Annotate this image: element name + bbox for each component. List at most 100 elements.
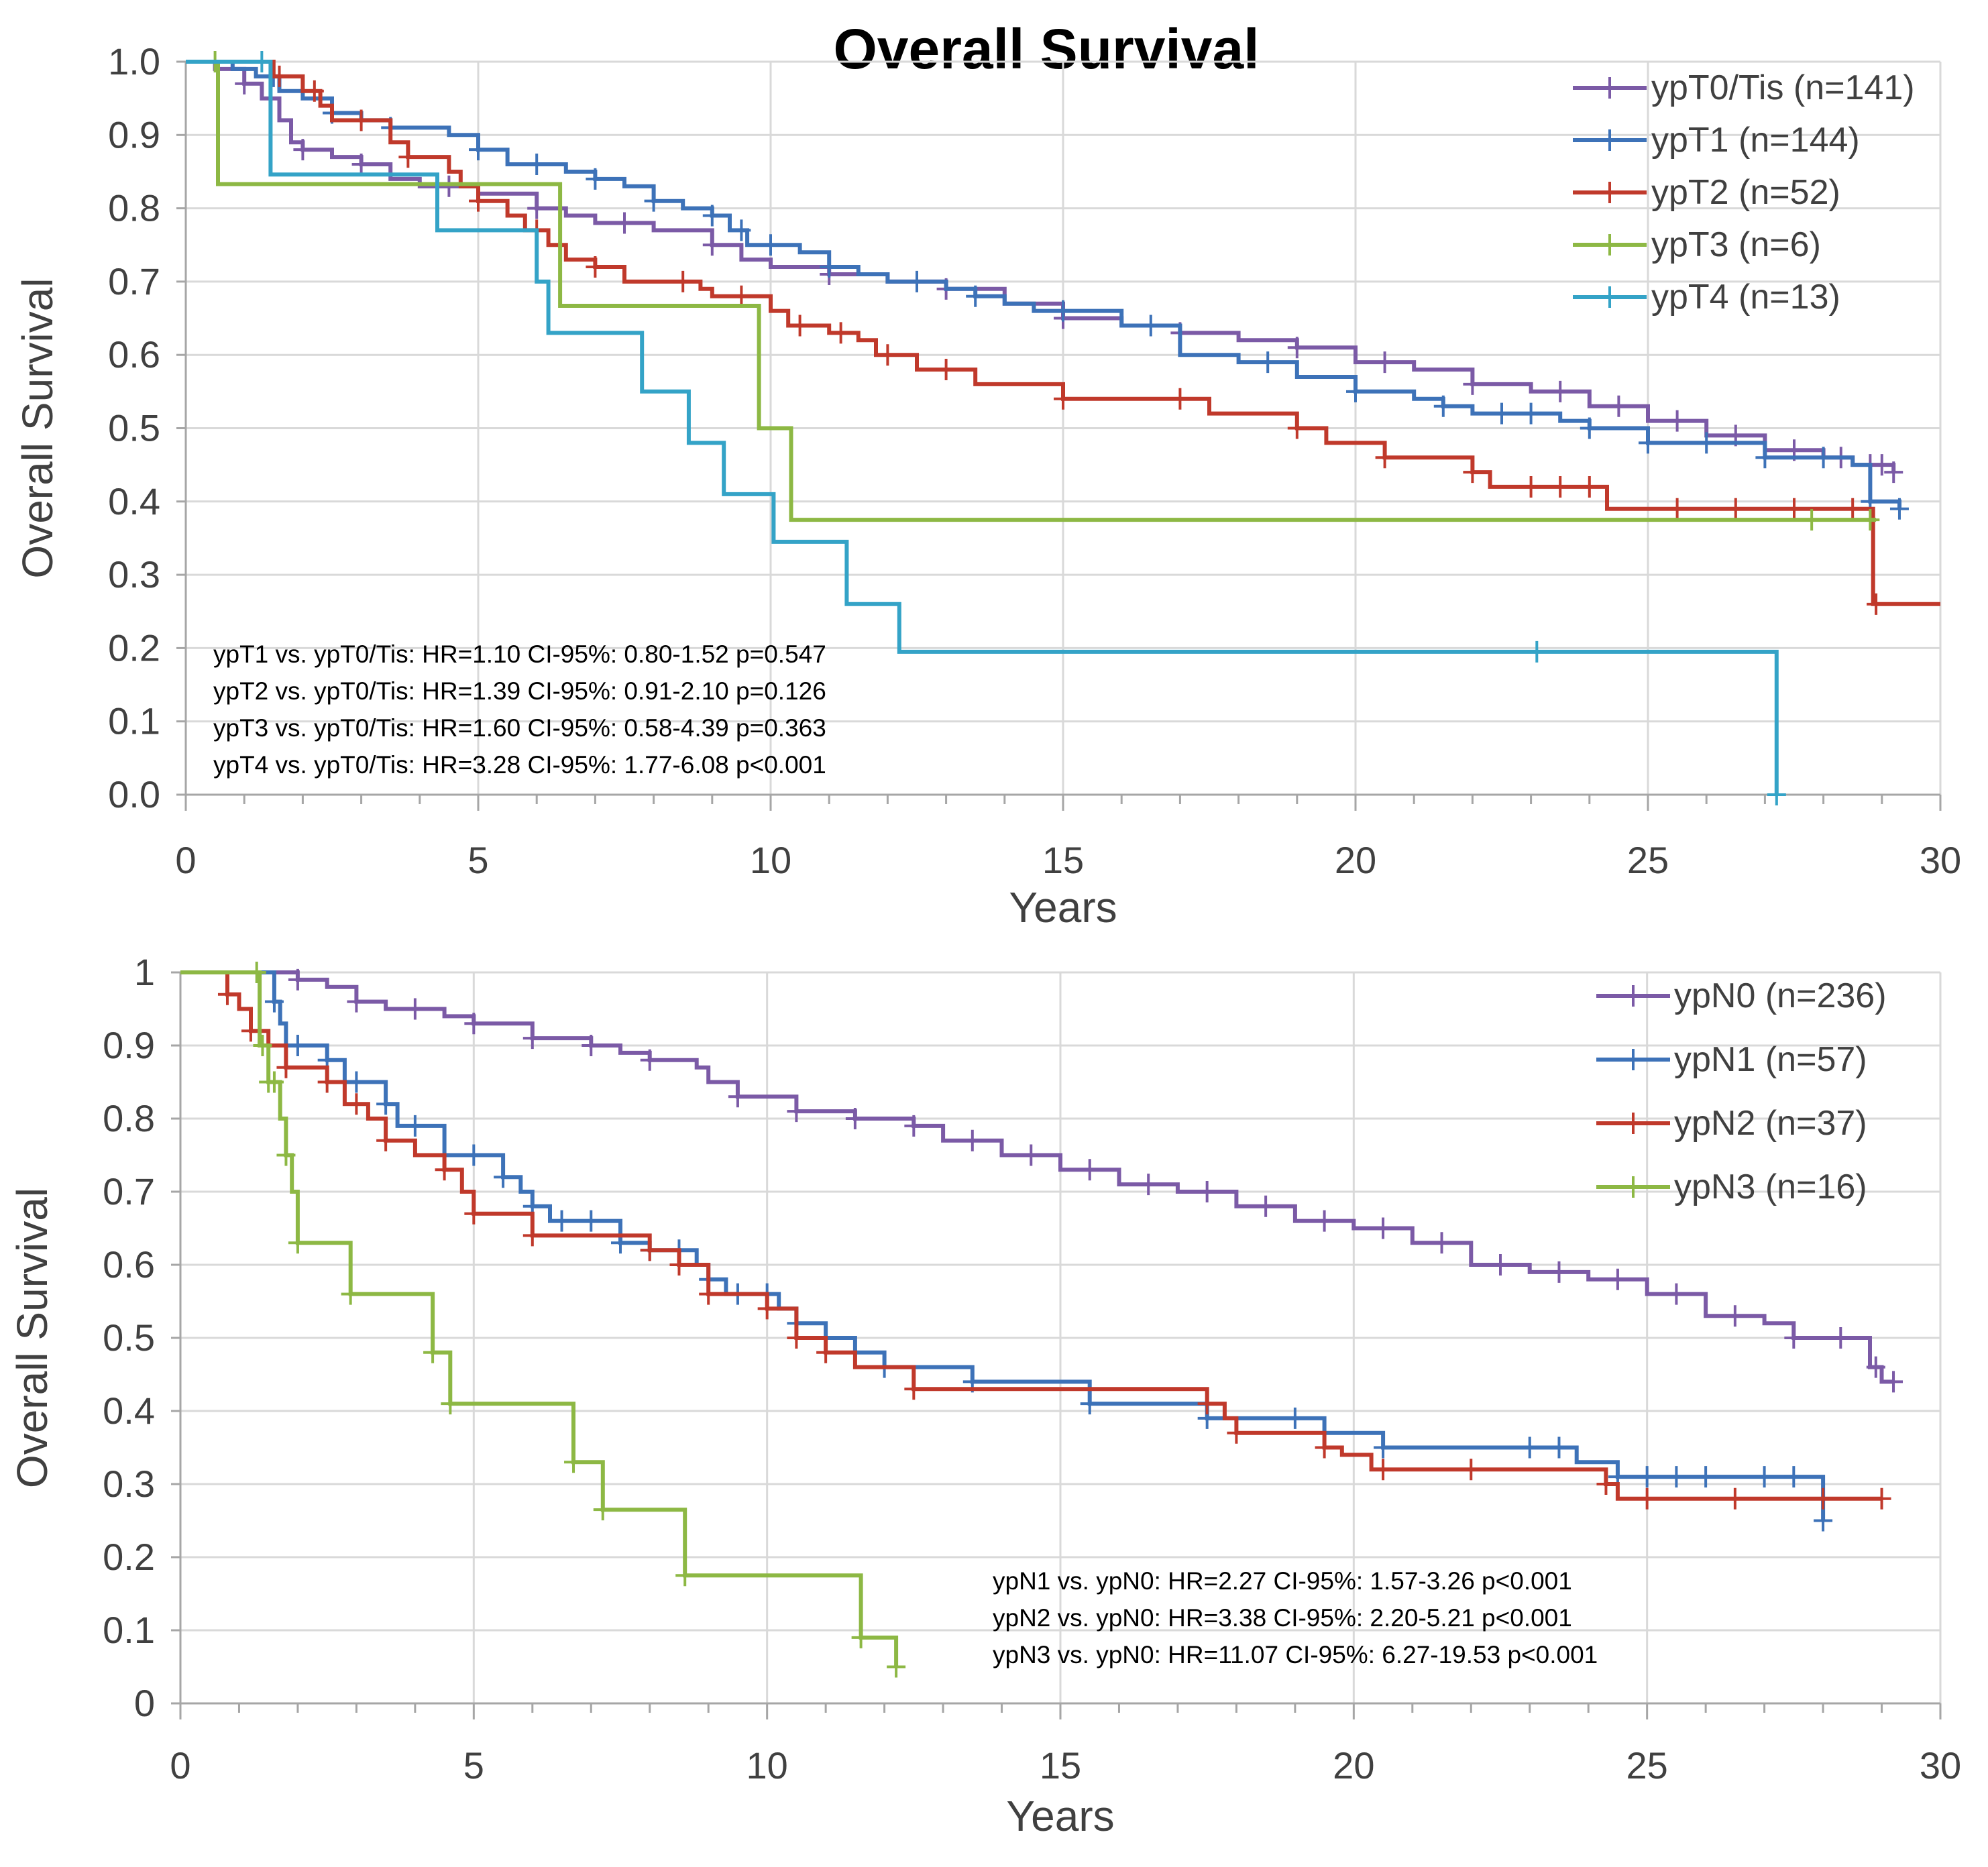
series-1 <box>186 60 1903 484</box>
censor-mark <box>522 1225 542 1247</box>
survival-curve <box>180 970 1882 1501</box>
censor-mark <box>615 212 634 234</box>
censor-mark <box>270 65 289 87</box>
y-tick-label: 0.6 <box>108 333 160 376</box>
censor-mark <box>675 1565 695 1587</box>
censor-mark <box>439 175 459 197</box>
censor-mark <box>1866 1356 1885 1378</box>
censor-mark <box>1315 1436 1334 1459</box>
censor-mark <box>1021 1144 1041 1166</box>
censor-mark <box>1285 1407 1305 1429</box>
censor-mark <box>288 1035 307 1056</box>
censor-mark <box>1667 1466 1686 1488</box>
censor-mark <box>1726 498 1745 520</box>
legend-marker <box>1600 182 1619 203</box>
y-tick-label: 0.8 <box>108 187 160 229</box>
legend-label: ypT0/Tis (n=141) <box>1651 68 1915 107</box>
censor-mark <box>586 256 605 278</box>
censor-mark <box>1375 447 1394 469</box>
survival-curve <box>186 60 1779 795</box>
series-2 <box>186 60 1909 520</box>
censor-mark <box>1315 1210 1334 1232</box>
censor-mark <box>582 1210 601 1232</box>
censor-mark <box>1872 1487 1891 1510</box>
y-tick-label: 0.6 <box>103 1243 155 1286</box>
y-axis-title: Overall Survival <box>8 1188 56 1488</box>
censor-mark <box>276 1144 296 1166</box>
censor-mark <box>586 168 605 190</box>
censor-mark <box>464 1144 484 1166</box>
censor-mark <box>1667 498 1687 520</box>
censor-mark <box>757 1298 777 1320</box>
x-tick-label: 5 <box>463 1744 484 1787</box>
censor-mark <box>1432 1232 1451 1254</box>
censor-mark <box>1374 1459 1393 1481</box>
series-4 <box>186 51 1880 531</box>
legend-label: ypN0 (n=236) <box>1674 976 1887 1015</box>
censor-mark <box>582 1035 601 1056</box>
x-tick-label: 15 <box>1042 839 1084 881</box>
hazard-ratio-annotation: ypT2 vs. ypT0/Tis: HR=1.39 CI-95%: 0.91-… <box>213 677 826 705</box>
y-tick-label: 0.8 <box>103 1097 155 1139</box>
censor-mark <box>305 80 324 102</box>
censor-mark <box>1667 1283 1686 1305</box>
legend-marker <box>1600 77 1619 99</box>
censor-mark <box>351 154 371 176</box>
y-tick-label: 0.3 <box>103 1463 155 1505</box>
censor-mark <box>288 1232 307 1254</box>
series-5 <box>186 51 1786 805</box>
censor-mark <box>1463 373 1482 395</box>
series-3 <box>180 970 1891 1510</box>
censor-mark <box>341 1283 360 1305</box>
legend-label: ypT1 (n=144) <box>1651 121 1860 160</box>
y-tick-label: 0.2 <box>103 1536 155 1578</box>
tumor-stage-panel: 0.0 0.1 0.2 0.3 0.4 0.5 0.6 0.7 0.8 0.9 1.0 0 5 10 15 2… <box>13 40 1961 931</box>
censor-mark <box>1867 593 1886 615</box>
censor-mark <box>845 1108 865 1129</box>
censor-mark <box>1755 1466 1774 1488</box>
legend-marker <box>1600 286 1619 308</box>
censor-mark <box>435 1159 454 1181</box>
legend-label: ypN2 (n=37) <box>1674 1104 1867 1143</box>
y-tick-label: 0.3 <box>108 553 160 596</box>
censor-mark <box>253 1035 272 1056</box>
x-tick-label: 25 <box>1627 839 1669 881</box>
x-tick-label: 15 <box>1040 1744 1081 1787</box>
censor-mark <box>1637 1487 1657 1510</box>
censor-mark <box>907 270 926 292</box>
legend-marker <box>1624 985 1643 1007</box>
censor-mark <box>1667 410 1687 432</box>
y-tick-label: 0.4 <box>108 480 160 522</box>
y-tick-label: 0.7 <box>103 1170 155 1212</box>
legend-marker <box>1624 1113 1643 1134</box>
censor-mark <box>673 270 693 292</box>
censor-mark <box>1831 1327 1851 1349</box>
censor-mark <box>464 1013 484 1035</box>
censor-mark <box>831 322 850 344</box>
censor-mark <box>1549 1436 1569 1459</box>
censor-mark <box>1374 1436 1393 1459</box>
y-tick-label: 0.1 <box>103 1609 155 1651</box>
censor-mark <box>1609 395 1628 417</box>
censor-mark <box>1784 1327 1804 1349</box>
censor-mark <box>376 1093 396 1115</box>
censor-mark <box>1725 1305 1745 1327</box>
censor-mark <box>1080 1393 1099 1415</box>
x-tick-label: 20 <box>1335 839 1376 881</box>
censor-mark <box>1814 447 1833 469</box>
legend-label: ypT4 (n=13) <box>1651 278 1840 317</box>
censor-mark <box>1461 1459 1481 1481</box>
censor-mark <box>1433 395 1453 417</box>
censor-mark <box>1054 388 1072 410</box>
legend-marker <box>1624 1049 1643 1070</box>
censor-mark <box>1287 417 1307 439</box>
censor-mark <box>1696 1466 1716 1488</box>
series-3 <box>186 60 1940 615</box>
legend-label: ypN3 (n=16) <box>1674 1168 1867 1206</box>
censor-mark <box>241 1020 260 1042</box>
legend-label: ypT2 (n=52) <box>1651 173 1840 212</box>
hazard-ratio-annotation: ypN3 vs. ypN0: HR=11.07 CI-95%: 6.27-19.… <box>993 1641 1598 1668</box>
y-axis-title: Overall Survival <box>13 278 62 578</box>
hazard-ratio-annotation: ypT4 vs. ypT0/Tis: HR=3.28 CI-95%: 1.77-… <box>213 751 826 779</box>
censor-mark <box>398 146 418 168</box>
